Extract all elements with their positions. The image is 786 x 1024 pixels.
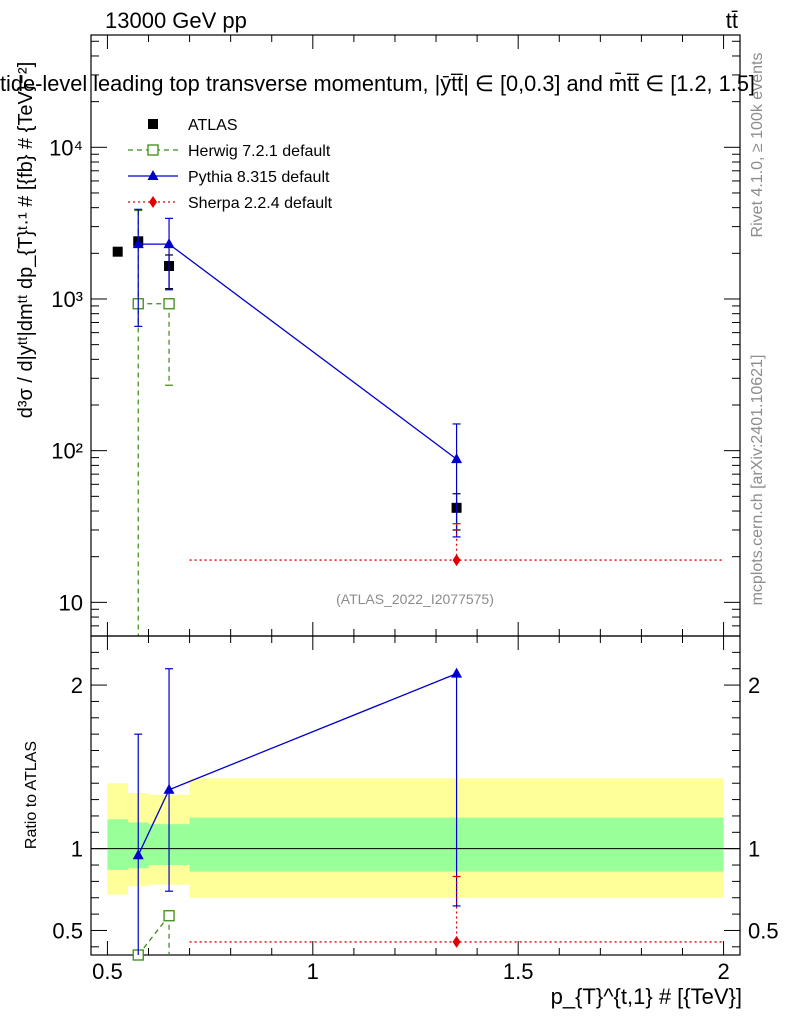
legend-label: ATLAS	[188, 117, 238, 134]
x-tick-label: 2	[717, 959, 729, 984]
herwig-7-2-1-default-point	[163, 910, 175, 922]
y-tick-label: 0.5	[52, 918, 83, 943]
atlas-stat-uncertainty-segment-0	[107, 819, 128, 870]
sherpa-2-2-4-default-series	[189, 523, 724, 567]
pythia-8-315-default-point	[132, 849, 144, 860]
herwig-7-2-1-default-series	[132, 209, 175, 636]
y-tick-label: 10³	[51, 287, 83, 312]
y-tick-label: 10²	[51, 439, 83, 464]
atlas-point	[112, 246, 123, 257]
process-label: tt̄	[726, 8, 738, 33]
pythia-8-315-default-point	[163, 783, 175, 794]
legend-label: Herwig 7.2.1 default	[188, 143, 331, 160]
herwig-7-2-1-default-line	[137, 915, 170, 956]
pythia-8-315-default-series	[132, 208, 463, 538]
x-axis-label: p_{T}^{t,1} # [{TeV}]	[551, 984, 742, 1009]
pythia-8-315-default-point	[451, 667, 463, 678]
atlas-legend-marker	[148, 119, 158, 129]
sherpa-2-2-4-default-point	[452, 935, 461, 948]
sherpa-2-2-4-default-point	[452, 554, 461, 567]
y-tick-label: 1	[71, 837, 83, 862]
legend-label: Sherpa 2.2.4 default	[188, 195, 333, 212]
x-tick-label: 1.5	[503, 959, 534, 984]
ratio-frame	[90, 635, 741, 956]
y-tick-label: 10⁴	[49, 135, 83, 160]
ratio-y-axis-label: Ratio to ATLAS	[23, 741, 40, 849]
pythia-8-315-default-point	[451, 453, 463, 464]
y-tick-label: 10	[59, 590, 83, 615]
legend: ATLAS Herwig 7.2.1 default Pythia 8.315 de…	[128, 117, 333, 212]
herwig-7-2-1-default-legend-marker	[147, 144, 159, 156]
y-tick-label-right: 0.5	[748, 918, 779, 943]
pythia-8-315-default-point	[132, 238, 144, 249]
analysis-watermark: (ATLAS_2022_I2077575)	[336, 591, 494, 607]
x-tick-label: 0.5	[92, 959, 123, 984]
pythia-8-315-default-line	[138, 243, 457, 460]
plot-title: tide-level leading top transverse moment…	[0, 71, 755, 96]
x-tick-label: 1	[307, 959, 319, 984]
sherpa-2-2-4-default-legend-marker	[149, 196, 157, 208]
y-tick-label-right: 1	[748, 837, 760, 862]
y-tick-label-right: 2	[748, 673, 760, 698]
pythia-8-315-default-legend-marker	[147, 170, 159, 180]
energy-label: 13000 GeV pp	[105, 8, 247, 33]
ratio-panel: 0.5 1 1.5 2 0.5 0.5 1 1 2 2	[52, 635, 779, 984]
rivet-version-label: Rivet 4.1.0, ≥ 100k events	[749, 53, 766, 238]
y-tick-label: 2	[71, 673, 83, 698]
herwig-7-2-1-default-point	[163, 298, 175, 310]
sherpa-2-2-4-default-series	[189, 875, 724, 948]
mcplots-label: mcplots.cern.ch [arXiv:2401.10621]	[749, 355, 766, 606]
pythia-8-315-default-series	[132, 667, 463, 955]
pythia-8-315-default-point	[163, 238, 175, 249]
atlas-series	[112, 236, 462, 531]
herwig-7-2-1-default-series	[132, 910, 175, 961]
legend-label: Pythia 8.315 default	[188, 169, 330, 186]
main-y-axis-label: d³σ / d|yᵗᵗ|dmᵗᵗ dp_{T}ᵗ·¹ # [{fb} # {Te…	[15, 62, 37, 419]
